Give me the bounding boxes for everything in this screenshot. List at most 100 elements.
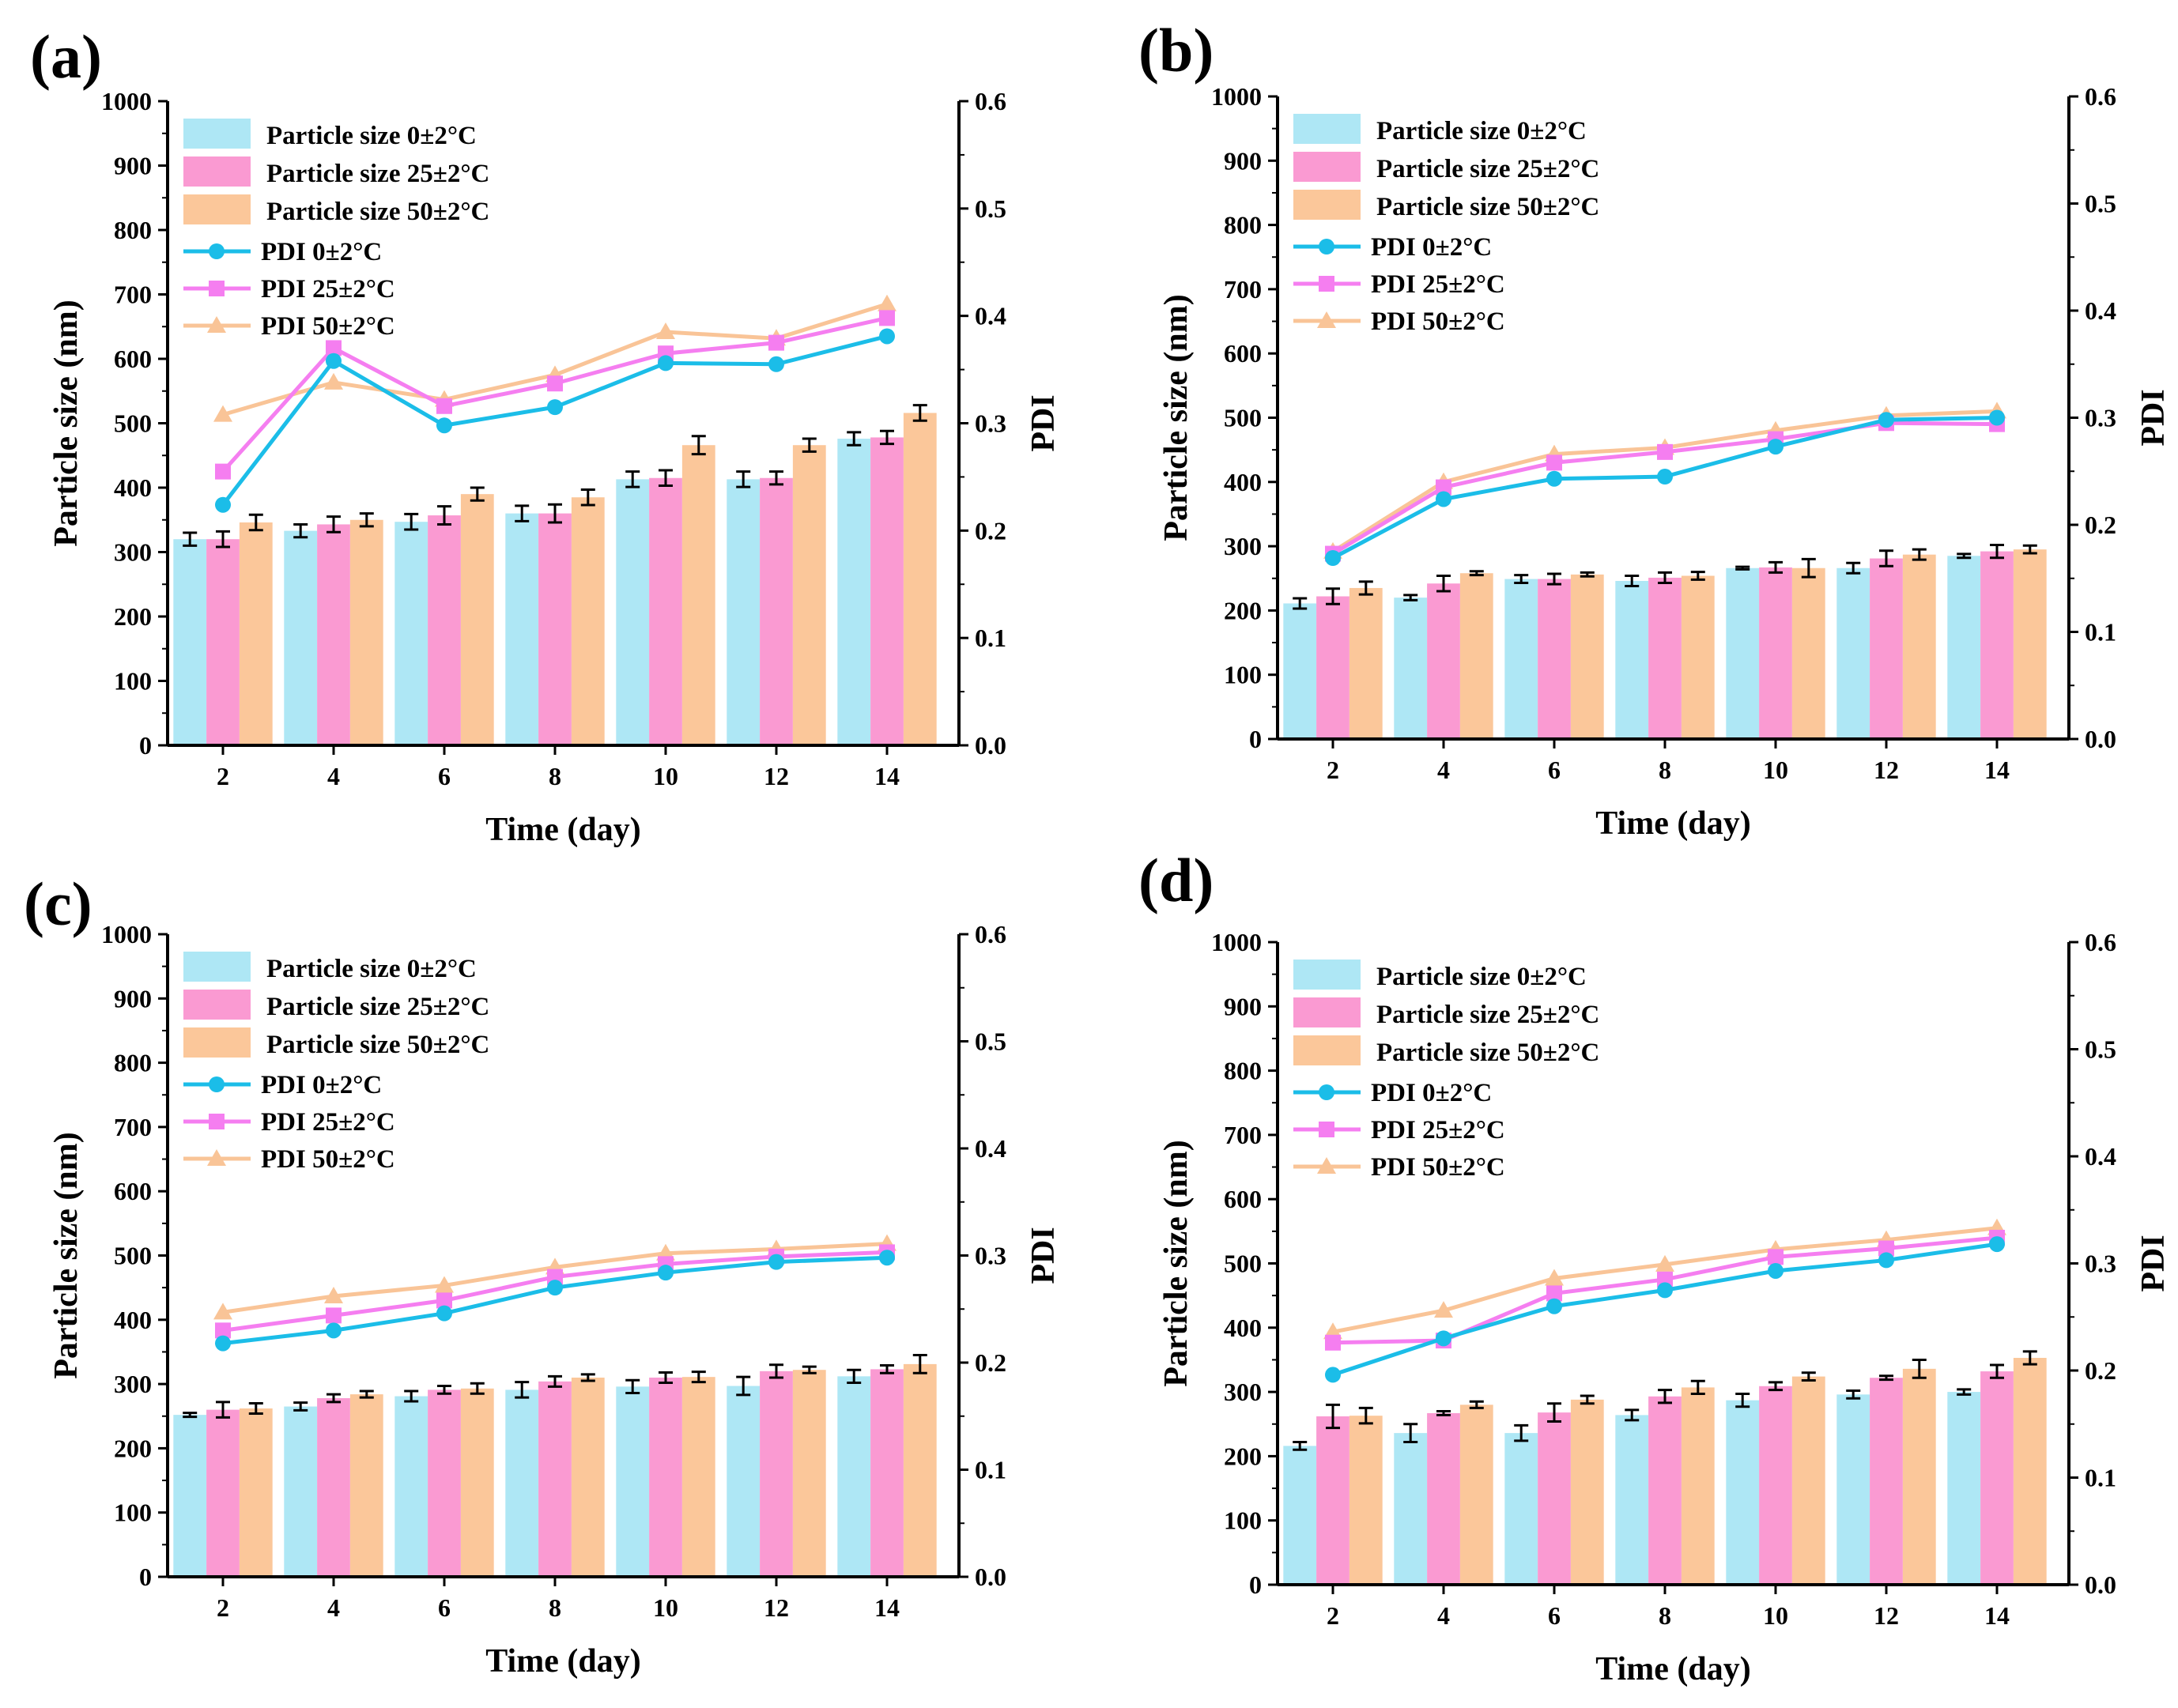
pdi-point-0-2: [1546, 1298, 1562, 1314]
legend-swatch-bar-0: [1293, 960, 1361, 990]
error-bar-1-6: [880, 429, 894, 446]
pdi-line-1: [221, 315, 888, 473]
legend-marker-1: [1319, 1122, 1334, 1137]
y-tick-label: 100: [1224, 661, 1262, 689]
error-bar-2-0: [1358, 580, 1373, 596]
error-bar-1-3: [548, 503, 562, 524]
y-tick-label: 0: [139, 731, 152, 760]
y-tick-label: 300: [114, 1370, 152, 1398]
error-bar-0-6: [847, 431, 862, 447]
chart-panel-0: (a) 0 100 200 300 400 500 600 700 800 900 1000 0.0 0.…: [30, 22, 1062, 848]
y2-tick-label: 0.2: [2085, 511, 2116, 539]
bar-2-2: [460, 1388, 494, 1577]
y-tick-label: 900: [114, 984, 152, 1012]
pdi-point-2-0: [213, 1303, 232, 1320]
y-tick-label: 900: [1224, 992, 1262, 1020]
y-tick-label: 500: [1224, 404, 1262, 432]
pdi-point-2-0: [213, 405, 232, 422]
error-bar-0-4: [1735, 565, 1750, 571]
pdi-point-2-1: [1434, 1301, 1453, 1318]
chart-panel-2: (c) 0 100 200 300 400 500 600 700 800 900 1000 0.0 0.…: [24, 869, 1062, 1680]
error-bar-2-2: [1580, 571, 1595, 578]
error-bar-1-5: [1879, 1374, 1893, 1382]
legend-label-bar-2: Particle size 50±2°C: [1376, 1039, 1599, 1067]
legend-swatch-bar-1: [183, 156, 251, 187]
error-bar-2-0: [1358, 1406, 1373, 1425]
x-tick-label: 10: [1763, 1601, 1788, 1630]
pdi-point-1-0: [215, 1322, 231, 1339]
bar-0-5: [727, 1386, 761, 1577]
y-tick-label: 0: [139, 1563, 152, 1591]
y2-tick-label: 0.5: [975, 194, 1006, 223]
error-bar-1-6: [1990, 1363, 2004, 1379]
error-bar-2-6: [912, 404, 927, 422]
y-tick-label: 0: [1249, 725, 1262, 753]
x-axis-title: Time (day): [1595, 1651, 1750, 1687]
chart-panel-3: (d) 0 100 200 300 400 500 600 700 800 900 1000 0.0 0.…: [1138, 846, 2172, 1687]
x-tick-label: 2: [217, 1593, 229, 1622]
bar-1-5: [760, 477, 793, 745]
y-tick-label: 1000: [1211, 82, 1262, 111]
bar-1-4: [649, 477, 682, 745]
y2-tick-label: 0.2: [2085, 1356, 2116, 1385]
bar-2-1: [349, 519, 383, 745]
bar-2-0: [1349, 587, 1383, 739]
pdi-point-0-6: [879, 1250, 895, 1266]
bar-2-1: [1459, 573, 1493, 739]
error-bar-1-1: [1436, 574, 1451, 593]
legend-label-bar-1: Particle size 25±2°C: [266, 160, 489, 188]
bar-1-5: [1870, 1378, 1903, 1585]
error-bar-1-1: [327, 515, 341, 534]
pdi-point-0-4: [658, 1265, 674, 1281]
y-tick-label: 800: [114, 216, 152, 244]
bar-0-5: [727, 479, 761, 745]
x-axis-title: Time (day): [485, 812, 640, 848]
error-bar-1-1: [1436, 1409, 1451, 1416]
bar-1-2: [1538, 579, 1571, 739]
bar-2-4: [1791, 567, 1825, 739]
error-bar-2-5: [802, 437, 817, 453]
bar-0-3: [1615, 581, 1649, 739]
error-bar-0-0: [1293, 1441, 1308, 1451]
bar-0-6: [1947, 556, 1981, 739]
panel-label: (b): [1138, 16, 1214, 85]
y-tick-label: 500: [114, 1242, 152, 1270]
error-bar-0-4: [625, 1378, 640, 1394]
legend-swatch-bar-0: [183, 952, 251, 982]
legend-label-bar-2: Particle size 50±2°C: [1376, 193, 1599, 221]
error-bar-1-6: [880, 1364, 894, 1374]
panel-label: (a): [30, 22, 102, 91]
y-tick-label: 400: [1224, 468, 1262, 496]
legend-label-line-0: PDI 0±2°C: [1371, 233, 1492, 262]
error-bar-0-5: [736, 1375, 751, 1397]
error-bar-2-2: [1580, 1394, 1595, 1405]
error-bar-0-4: [1735, 1393, 1750, 1408]
error-bar-0-1: [1403, 1423, 1418, 1444]
bar-2-5: [792, 445, 826, 745]
y2-tick-label: 0.5: [2085, 190, 2116, 218]
error-bar-2-1: [359, 512, 374, 528]
bar-1-2: [428, 1389, 461, 1577]
error-bar-0-0: [183, 1412, 198, 1419]
legend-marker-2: [1317, 1157, 1336, 1174]
x-tick-label: 12: [764, 762, 789, 790]
y2-tick-label: 0.2: [975, 1348, 1006, 1377]
legend-marker-1: [209, 1114, 225, 1129]
y2-tick-label: 0.0: [2085, 1570, 2116, 1599]
y-tick-label: 400: [114, 473, 152, 502]
error-bar-1-2: [437, 1385, 451, 1395]
chart-panel-1: (b) 0 100 200 300 400 500 600 700 800 900 1000 0.0 0.…: [1138, 16, 2172, 842]
y2-tick-label: 0.3: [975, 1242, 1006, 1270]
x-tick-label: 2: [1327, 1601, 1339, 1630]
pdi-point-0-6: [879, 328, 895, 345]
y-tick-label: 200: [114, 602, 152, 631]
bar-0-1: [284, 530, 318, 745]
error-bar-0-5: [1846, 1389, 1861, 1400]
y-tick-label: 700: [1224, 275, 1262, 304]
error-bar-2-0: [248, 513, 263, 532]
pdi-point-1-1: [326, 1307, 342, 1324]
error-bar-1-2: [437, 505, 451, 526]
y2-tick-label: 0.1: [975, 624, 1006, 652]
pdi-point-0-5: [768, 356, 784, 372]
error-bar-0-2: [404, 1389, 419, 1403]
